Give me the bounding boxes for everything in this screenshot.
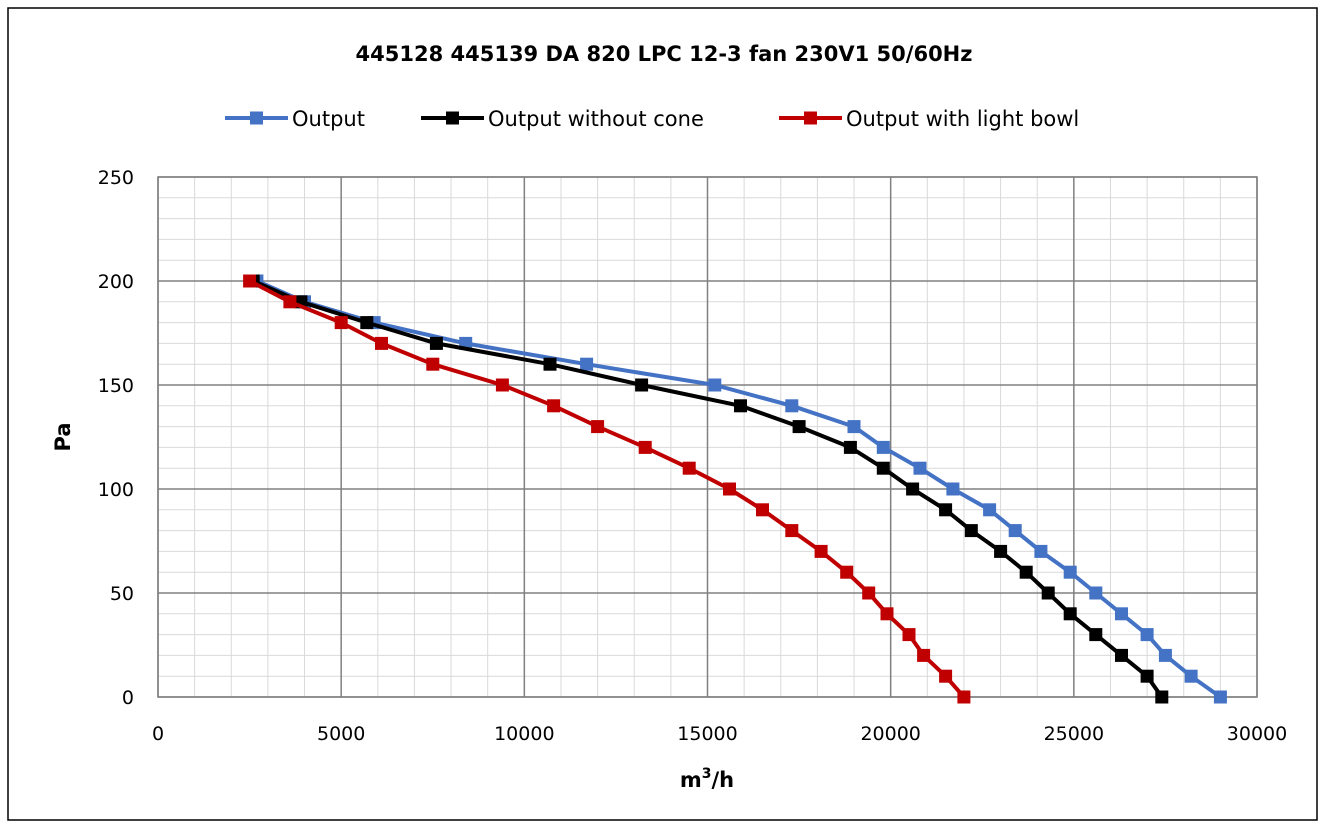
x-tick-label: 30000 [1227, 723, 1287, 745]
x-axis-title-superscript: 3 [702, 766, 712, 782]
y-tick-labels: 0 50 100 150 200 250 [98, 167, 134, 709]
data-point [682, 461, 696, 475]
data-point [1089, 628, 1103, 642]
x-tick-labels: 0 5000 10000 15000 20000 25000 30000 [152, 723, 1287, 745]
data-point [994, 544, 1008, 558]
legend-label: Output [292, 107, 365, 131]
data-point [939, 669, 953, 683]
chart-title: 445128 445139 DA 820 LPC 12-3 fan 230V1 … [356, 42, 973, 66]
data-point [360, 316, 374, 330]
data-point [840, 565, 854, 579]
series-2 [246, 274, 1169, 704]
data-point [1063, 607, 1077, 621]
data-point [426, 357, 440, 371]
data-point [913, 461, 927, 475]
series-1 [250, 274, 1227, 704]
data-point [375, 336, 388, 350]
legend-marker [446, 111, 459, 125]
data-point [580, 357, 594, 371]
data-point [547, 399, 561, 413]
data-point [1115, 648, 1128, 662]
x-tick-label: 20000 [860, 723, 920, 745]
data-point [1140, 628, 1154, 642]
x-tick-label: 10000 [494, 723, 554, 745]
x-axis-title-tail: /h [712, 768, 735, 792]
data-point [957, 690, 971, 704]
data-point [638, 440, 652, 454]
data-point [906, 482, 920, 496]
x-axis-title: m3/h [680, 766, 734, 792]
x-tick-label: 15000 [677, 723, 737, 745]
data-point [734, 399, 747, 413]
y-tick-label: 150 [98, 375, 134, 397]
data-point [876, 461, 890, 475]
legend-label: Output with light bowl [846, 107, 1079, 131]
legend-marker [250, 111, 263, 125]
data-point [1184, 669, 1198, 683]
data-point [792, 420, 806, 434]
data-point [243, 274, 257, 288]
data-point [1140, 669, 1154, 683]
x-tick-label: 5000 [317, 723, 365, 745]
data-point [723, 482, 736, 496]
data-point [334, 316, 348, 330]
data-point [876, 440, 890, 454]
data-point [902, 628, 916, 642]
data-point [964, 524, 978, 538]
data-point [862, 586, 876, 600]
data-point [1158, 648, 1172, 662]
data-point [1019, 565, 1033, 579]
y-axis-title: Pa [51, 423, 75, 452]
series-layer [243, 274, 1227, 704]
data-point [429, 336, 443, 350]
data-point [843, 440, 857, 454]
data-point [847, 420, 861, 434]
chart-border [7, 7, 1318, 821]
y-tick-label: 0 [122, 687, 134, 709]
data-point [708, 378, 722, 392]
series-3 [243, 274, 971, 704]
y-tick-label: 50 [110, 583, 134, 605]
data-point [283, 295, 297, 309]
x-axis-title-base: m [680, 768, 702, 792]
data-point [1041, 586, 1055, 600]
data-point [785, 524, 799, 538]
data-point [1115, 607, 1128, 621]
data-point [1213, 690, 1227, 704]
y-tick-label: 250 [98, 167, 134, 189]
data-point [1155, 690, 1169, 704]
data-point [1089, 586, 1103, 600]
legend-marker [804, 111, 817, 125]
data-point [756, 503, 769, 517]
data-point [939, 503, 953, 517]
data-point [495, 378, 509, 392]
data-point [880, 607, 894, 621]
data-point [1034, 544, 1048, 558]
data-point [946, 482, 960, 496]
x-tick-label: 0 [152, 723, 164, 745]
data-point [1008, 524, 1022, 538]
plot-area-border [157, 176, 1258, 698]
data-point [785, 399, 799, 413]
data-point [543, 357, 557, 371]
legend-label: Output without cone [488, 107, 704, 131]
data-point [591, 420, 605, 434]
data-point [1063, 565, 1077, 579]
data-point [917, 648, 931, 662]
data-point [983, 503, 997, 517]
x-tick-label: 25000 [1044, 723, 1104, 745]
data-point [635, 378, 649, 392]
y-tick-label: 100 [98, 479, 134, 501]
y-tick-label: 200 [98, 271, 134, 293]
data-point [814, 544, 828, 558]
legend: Output Output without cone Output with lig… [225, 107, 1079, 131]
